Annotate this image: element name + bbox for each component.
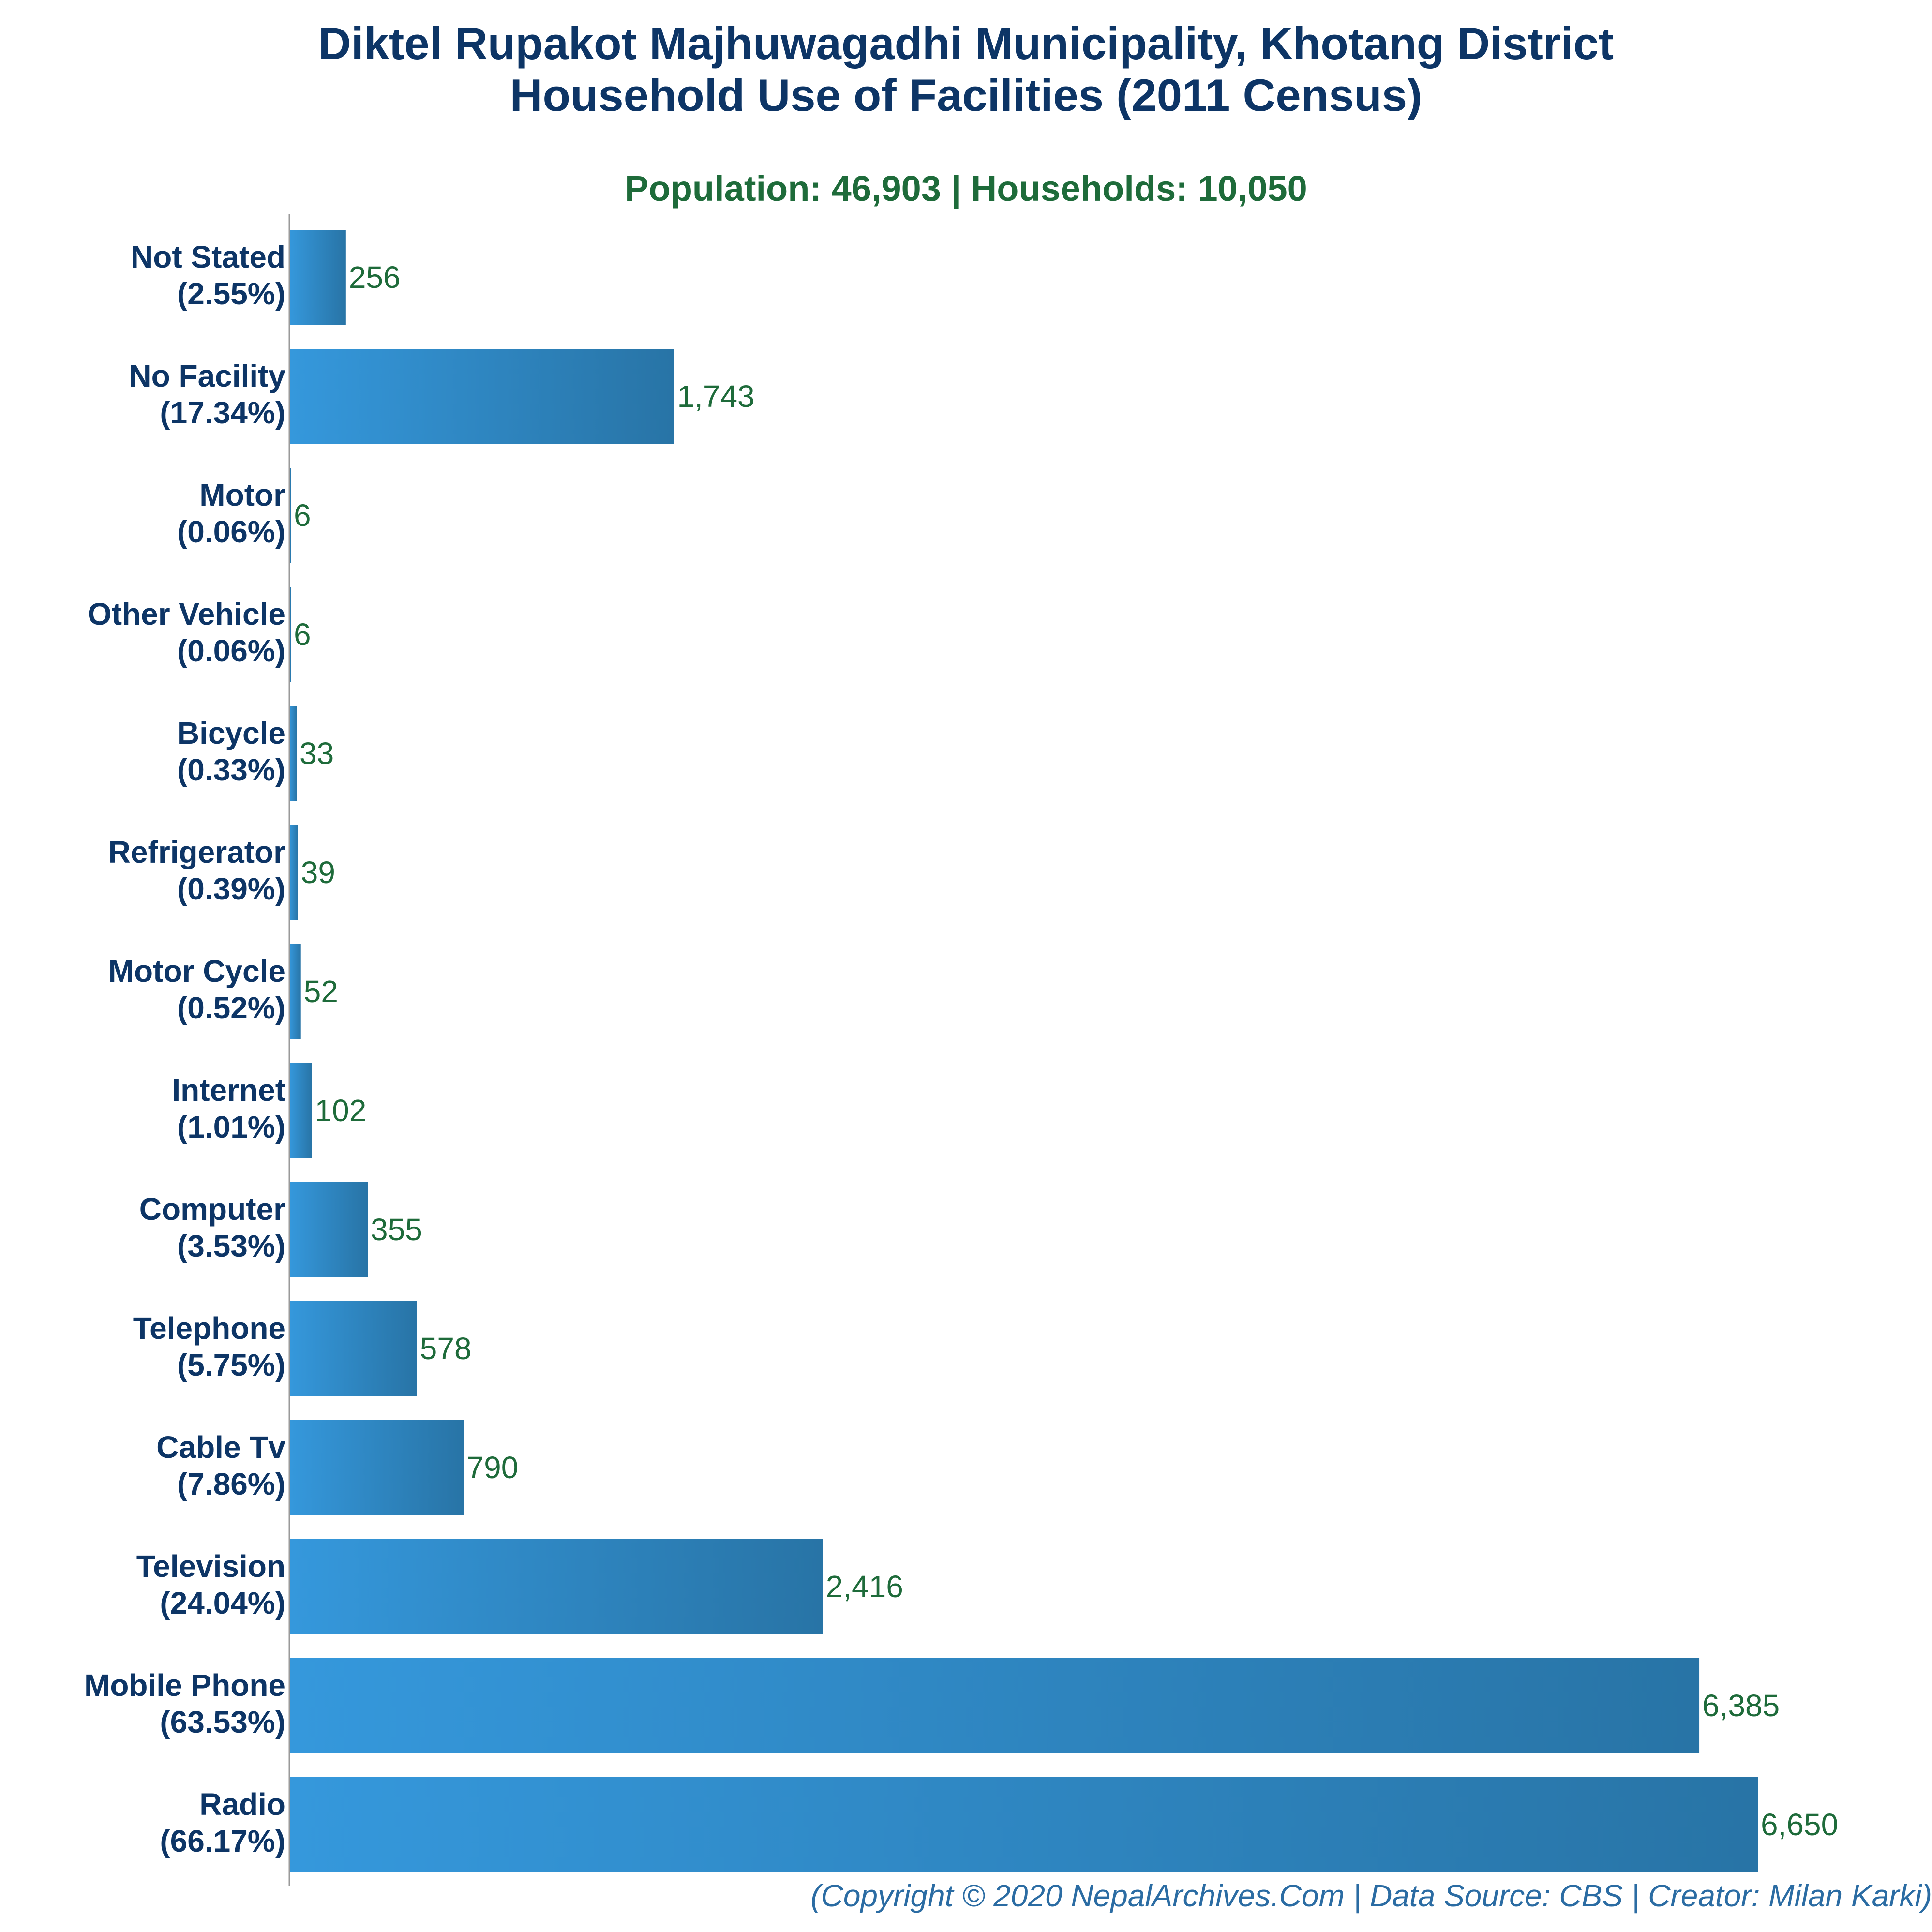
percent-label: (24.04%) bbox=[160, 1586, 285, 1620]
percent-label: (3.53%) bbox=[177, 1228, 285, 1263]
category-label: Refrigerator bbox=[108, 835, 285, 869]
percent-label: (1.01%) bbox=[177, 1109, 285, 1144]
category-label: Mobile Phone bbox=[84, 1668, 285, 1703]
value-label: 2,416 bbox=[826, 1569, 903, 1604]
chart-title-line1: Diktel Rupakot Majhuwagadhi Municipality… bbox=[318, 18, 1614, 69]
bar-cable-tv bbox=[289, 1420, 464, 1515]
bar-radio bbox=[289, 1777, 1758, 1872]
bar-not-stated bbox=[289, 230, 346, 325]
category-label: Computer bbox=[139, 1192, 285, 1227]
bar-mobile-phone bbox=[289, 1658, 1700, 1753]
value-label: 1,743 bbox=[677, 379, 754, 414]
bar-refrigerator bbox=[289, 825, 298, 920]
category-label: Telephone bbox=[133, 1311, 285, 1346]
value-label: 6 bbox=[294, 617, 311, 652]
value-label: 6,385 bbox=[1702, 1688, 1780, 1723]
category-label: No Facility bbox=[129, 359, 285, 393]
bar-television bbox=[289, 1539, 823, 1634]
bars-group: 256 Not Stated(2.55%) 1,743 No Facility(17.… bbox=[84, 230, 1838, 1872]
category-label: Bicycle bbox=[177, 716, 285, 750]
chart-title-line2: Household Use of Facilities (2011 Census… bbox=[509, 70, 1423, 120]
value-label: 33 bbox=[300, 736, 334, 771]
bar-motor-cycle bbox=[289, 944, 301, 1039]
percent-label: (0.06%) bbox=[177, 514, 285, 549]
category-label: Cable Tv bbox=[156, 1430, 285, 1465]
category-label: Not Stated bbox=[131, 240, 285, 274]
value-label: 39 bbox=[301, 855, 335, 890]
percent-label: (5.75%) bbox=[177, 1348, 285, 1382]
bar-computer bbox=[289, 1182, 368, 1277]
chart-subtitle: Population: 46,903 | Households: 10,050 bbox=[625, 168, 1307, 209]
value-label: 578 bbox=[420, 1331, 472, 1366]
percent-label: (17.34%) bbox=[160, 395, 285, 430]
bar-internet bbox=[289, 1063, 312, 1158]
bar-bicycle bbox=[289, 706, 297, 801]
percent-label: (7.86%) bbox=[177, 1467, 285, 1501]
category-label: Motor bbox=[199, 478, 285, 512]
value-label: 6,650 bbox=[1761, 1807, 1838, 1842]
percent-label: (0.39%) bbox=[177, 871, 285, 906]
value-label: 6 bbox=[294, 498, 311, 533]
percent-label: (0.52%) bbox=[177, 990, 285, 1025]
value-label: 52 bbox=[304, 974, 338, 1009]
footer-credit: (Copyright © 2020 NepalArchives.Com | Da… bbox=[810, 1878, 1932, 1913]
category-label: Internet bbox=[172, 1073, 285, 1108]
value-label: 102 bbox=[315, 1093, 367, 1128]
bar-telephone bbox=[289, 1301, 417, 1396]
percent-label: (63.53%) bbox=[160, 1705, 285, 1739]
category-label: Motor Cycle bbox=[108, 954, 285, 988]
value-label: 790 bbox=[467, 1450, 519, 1485]
percent-label: (0.33%) bbox=[177, 752, 285, 787]
category-label: Television bbox=[136, 1549, 285, 1584]
percent-label: (2.55%) bbox=[177, 276, 285, 311]
value-label: 355 bbox=[371, 1212, 422, 1247]
percent-label: (66.17%) bbox=[160, 1824, 285, 1858]
category-label: Radio bbox=[199, 1787, 285, 1822]
category-label: Other Vehicle bbox=[88, 597, 285, 631]
percent-label: (0.06%) bbox=[177, 633, 285, 668]
bar-no-facility bbox=[289, 349, 674, 444]
value-label: 256 bbox=[349, 260, 401, 295]
